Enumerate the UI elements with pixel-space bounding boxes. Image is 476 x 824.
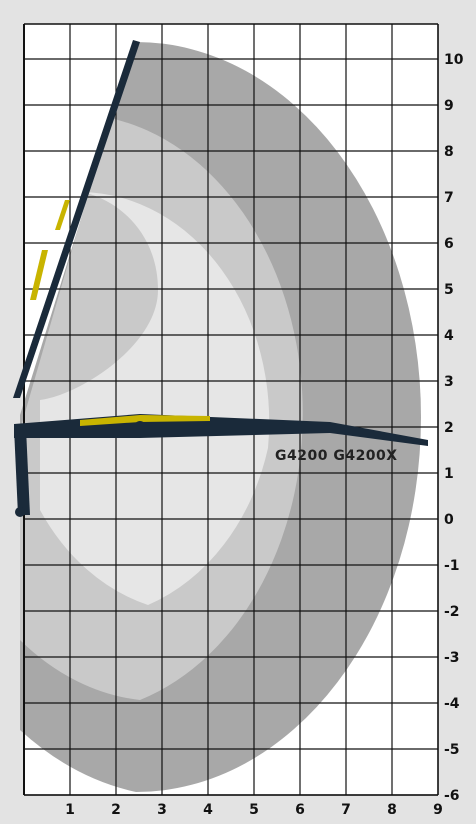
boom-joint-icon bbox=[134, 421, 146, 433]
y-tick-label: 6 bbox=[444, 236, 454, 252]
y-tick-label: 0 bbox=[444, 512, 454, 528]
y-tick-label: 4 bbox=[444, 328, 454, 344]
x-tick-label: 2 bbox=[111, 802, 121, 818]
boom-mast-accent-icon bbox=[30, 250, 48, 300]
x-tick-label: 7 bbox=[341, 802, 351, 818]
y-tick-label: -3 bbox=[444, 650, 460, 666]
boom-horizontal-accent-icon bbox=[80, 415, 210, 426]
x-tick-label: 6 bbox=[295, 802, 305, 818]
x-tick-label: 8 bbox=[387, 802, 397, 818]
x-axis-ticks: 1 2 3 4 5 6 7 8 9 bbox=[65, 802, 443, 818]
y-tick-label: 7 bbox=[444, 190, 454, 206]
x-tick-label: 1 bbox=[65, 802, 75, 818]
x-tick-label: 9 bbox=[433, 802, 443, 818]
y-tick-label: 5 bbox=[444, 282, 454, 298]
x-tick-label: 3 bbox=[157, 802, 167, 818]
y-tick-label: 1 bbox=[444, 466, 454, 482]
y-tick-label: -5 bbox=[444, 742, 460, 758]
inner-reach-zone bbox=[40, 192, 270, 605]
boom-lower-vertical-icon bbox=[14, 428, 30, 515]
y-tick-label: -1 bbox=[444, 558, 460, 574]
model-label: G4200 G4200X bbox=[275, 448, 398, 464]
y-tick-label: 8 bbox=[444, 144, 454, 160]
y-tick-label: -2 bbox=[444, 604, 460, 620]
reach-zones bbox=[20, 42, 421, 792]
crane-boom-silhouette-icon bbox=[13, 40, 428, 517]
boom-joint-icon bbox=[15, 507, 25, 517]
y-tick-label: 10 bbox=[444, 52, 464, 68]
x-tick-label: 5 bbox=[249, 802, 259, 818]
grid-lines bbox=[23, 23, 439, 796]
y-tick-label: -4 bbox=[444, 696, 460, 712]
y-tick-label: 9 bbox=[444, 98, 454, 114]
x-tick-label: 4 bbox=[203, 802, 213, 818]
y-tick-label: 3 bbox=[444, 374, 454, 390]
boom-mast-icon bbox=[13, 40, 140, 398]
y-tick-label: 2 bbox=[444, 420, 454, 436]
boom-mast-accent-icon bbox=[55, 200, 70, 230]
y-tick-label: -6 bbox=[444, 788, 460, 804]
